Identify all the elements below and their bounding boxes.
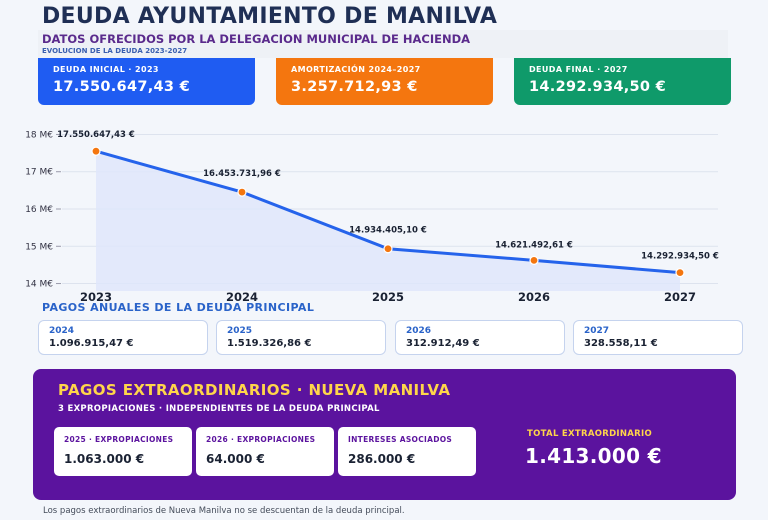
- pago-year: 2027: [584, 326, 610, 336]
- extra-card-intereses: INTERESES ASOCIADOS 286.000 €: [338, 427, 476, 476]
- extra-card-2026: 2026 · EXPROPIACIONES 64.000 €: [196, 427, 334, 476]
- extra-card-value: 64.000 €: [206, 452, 265, 466]
- extra-card-value: 1.063.000 €: [64, 452, 145, 466]
- x-tick-label: 2027: [664, 290, 696, 304]
- pago-value: 1.096.915,47 €: [49, 338, 134, 349]
- data-point: [675, 268, 685, 278]
- extra-title: PAGOS EXTRAORDINARIOS · NUEVA MANILVA: [58, 381, 451, 399]
- kpi-value: 3.257.712,93 €: [291, 79, 418, 95]
- pago-card-2026: 2026 312.912,49 €: [395, 320, 565, 355]
- pago-value: 312.912,49 €: [406, 338, 480, 349]
- total-label: TOTAL EXTRAORDINARIO: [527, 429, 653, 439]
- x-tick-label: 2025: [372, 290, 404, 304]
- pago-card-2025: 2025 1.519.326,86 €: [216, 320, 386, 355]
- kpi-deuda-final: DEUDA FINAL · 2027 14.292.934,50 €: [514, 58, 731, 105]
- kpi-label: DEUDA FINAL · 2027: [529, 65, 628, 74]
- chart-caption: EVOLUCION DE LA DEUDA 2023-2027: [42, 47, 188, 55]
- data-label: 16.453.731,96 €: [203, 169, 281, 179]
- area-fill: [96, 151, 680, 291]
- extra-card-value: 286.000 €: [348, 452, 416, 466]
- pago-value: 1.519.326,86 €: [227, 338, 312, 349]
- kpi-label: DEUDA INICIAL · 2023: [53, 65, 159, 74]
- extra-card-2025: 2025 · EXPROPIACIONES 1.063.000 €: [54, 427, 192, 476]
- x-tick-label: 2024: [226, 290, 258, 304]
- pago-year: 2024: [49, 326, 75, 336]
- data-point: [91, 146, 101, 156]
- x-tick-label: 2026: [518, 290, 550, 304]
- kpi-value: 14.292.934,50 €: [529, 79, 667, 95]
- page-title: DEUDA AYUNTAMIENTO DE MANILVA: [42, 4, 498, 29]
- extraordinary-payments-panel: PAGOS EXTRAORDINARIOS · NUEVA MANILVA 3 …: [33, 369, 736, 500]
- pago-card-2027: 2027 328.558,11 €: [573, 320, 743, 355]
- y-tick-label: 15 M€: [25, 242, 53, 252]
- data-label: 14.934.405,10 €: [349, 226, 427, 236]
- y-tick-label: 18 M€: [25, 130, 53, 140]
- y-tick-label: 16 M€: [25, 205, 53, 215]
- pago-value: 328.558,11 €: [584, 338, 658, 349]
- subtitle-block: DATOS OFRECIDOS POR LA DELEGACION MUNICI…: [38, 30, 728, 58]
- data-point: [529, 255, 539, 265]
- pago-year: 2025: [227, 326, 253, 336]
- data-label: 17.550.647,43 €: [57, 130, 135, 140]
- subtitle: DATOS OFRECIDOS POR LA DELEGACION MUNICI…: [42, 32, 471, 46]
- kpi-deuda-inicial: DEUDA INICIAL · 2023 17.550.647,43 €: [38, 58, 255, 105]
- debt-line-chart: 14 M€ 15 M€ 16 M€ 17 M€ 18 M€ 17.550.647,43 €…: [25, 130, 719, 304]
- pago-card-2024: 2024 1.096.915,47 €: [38, 320, 208, 355]
- y-tick-label: 14 M€: [25, 280, 53, 290]
- extra-card-label: 2025 · EXPROPIACIONES: [64, 435, 174, 444]
- pagos-section-title: PAGOS ANUALES DE LA DEUDA PRINCIPAL: [42, 301, 315, 314]
- data-label: 14.621.492,61 €: [495, 240, 573, 250]
- data-point: [237, 187, 247, 197]
- footnote: Los pagos extraordinarios de Nueva Manil…: [43, 506, 405, 516]
- extra-subtitle: 3 EXPROPIACIONES · INDEPENDIENTES DE LA …: [58, 404, 380, 414]
- y-tick-label: 17 M€: [25, 168, 53, 178]
- x-tick-label: 2023: [80, 290, 112, 304]
- data-label: 14.292.934,50 €: [641, 252, 719, 262]
- kpi-value: 17.550.647,43 €: [53, 79, 191, 95]
- total-value: 1.413.000 €: [525, 444, 662, 468]
- data-point: [383, 244, 393, 254]
- extra-card-label: INTERESES ASOCIADOS: [348, 435, 453, 444]
- kpi-amortizacion: AMORTIZACIÓN 2024–2027 3.257.712,93 €: [276, 58, 493, 105]
- extra-card-label: 2026 · EXPROPIACIONES: [206, 435, 316, 444]
- pago-year: 2026: [406, 326, 432, 336]
- kpi-label: AMORTIZACIÓN 2024–2027: [291, 65, 421, 74]
